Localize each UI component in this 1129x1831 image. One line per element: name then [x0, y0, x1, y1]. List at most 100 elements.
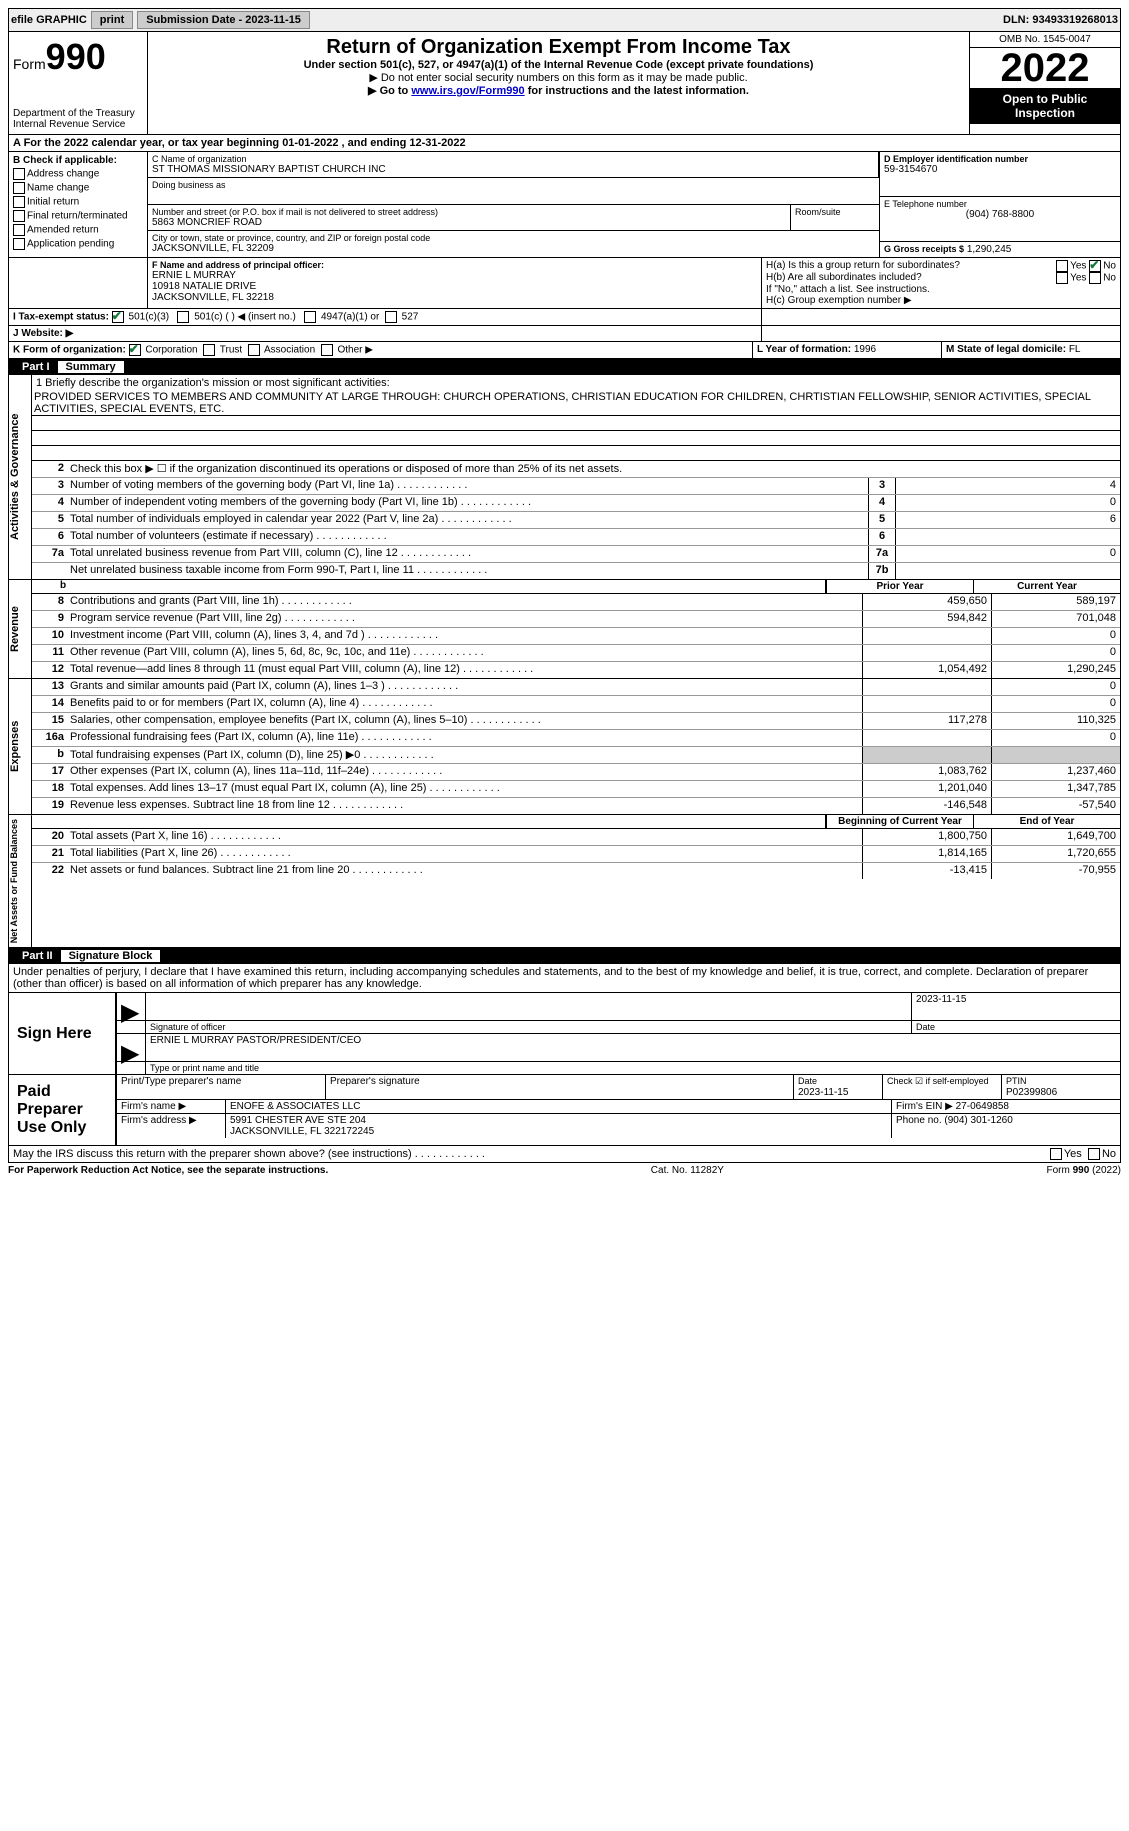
officer-block: F Name and address of principal officer:… — [8, 258, 1121, 309]
check-pending[interactable]: Application pending — [13, 237, 143, 251]
summary-row: 9Program service revenue (Part VIII, lin… — [32, 611, 1120, 628]
prep-name-label: Print/Type preparer's name — [117, 1075, 326, 1099]
print-button[interactable]: print — [91, 11, 133, 29]
privacy-note: ▶ Do not enter social security numbers o… — [152, 71, 965, 84]
phone-value: (904) 768-8800 — [884, 209, 1116, 220]
check-final-return[interactable]: Final return/terminated — [13, 209, 143, 223]
line-a: A For the 2022 calendar year, or tax yea… — [8, 135, 1121, 152]
page-footer: For Paperwork Reduction Act Notice, see … — [8, 1163, 1121, 1178]
submission-date-button[interactable]: Submission Date - 2023-11-15 — [137, 11, 310, 29]
firm-name: ENOFE & ASSOCIATES LLC — [226, 1100, 892, 1113]
discuss-yes[interactable] — [1050, 1148, 1062, 1160]
line-l-label: L Year of formation: — [757, 344, 851, 355]
prep-date: 2023-11-15 — [798, 1087, 848, 1098]
hc-label: H(c) Group exemption number ▶ — [766, 295, 1116, 306]
sign-here-label: Sign Here — [9, 993, 117, 1074]
firm-addr2: JACKSONVILLE, FL 322172245 — [230, 1126, 374, 1137]
year-formation: 1996 — [854, 344, 876, 355]
tax-status-row: I Tax-exempt status: 501(c)(3) 501(c) ( … — [8, 309, 1121, 326]
gross-receipts-label: G Gross receipts $ — [884, 244, 964, 254]
sig-officer-label: Signature of officer — [146, 1021, 912, 1033]
officer-label: F Name and address of principal officer: — [152, 260, 757, 270]
discuss-row: May the IRS discuss this return with the… — [8, 1146, 1121, 1163]
gross-receipts-value: 1,290,245 — [967, 244, 1012, 255]
check-501c[interactable] — [177, 311, 189, 323]
firm-phone: (904) 301-1260 — [944, 1115, 1012, 1126]
summary-row: 19Revenue less expenses. Subtract line 1… — [32, 798, 1120, 814]
revenue-section: Revenue b Prior Year Current Year 8Contr… — [8, 580, 1121, 679]
part-ii-header: Part II Signature Block — [8, 948, 1121, 964]
form-number: Form990 — [13, 36, 143, 78]
website-row: J Website: ▶ — [8, 326, 1121, 342]
check-527[interactable] — [385, 311, 397, 323]
dba-label: Doing business as — [152, 180, 875, 190]
sig-date: 2023-11-15 — [912, 993, 1120, 1020]
street-address: 5863 MONCRIEF ROAD — [152, 217, 786, 228]
dept-label: Department of the Treasury — [13, 108, 143, 119]
efile-label: efile GRAPHIC — [11, 14, 87, 26]
check-name-change[interactable]: Name change — [13, 181, 143, 195]
check-address-change[interactable]: Address change — [13, 167, 143, 181]
penalty-statement: Under penalties of perjury, I declare th… — [8, 964, 1121, 993]
form-subtitle: Under section 501(c), 527, or 4947(a)(1)… — [152, 59, 965, 71]
summary-row: 15Salaries, other compensation, employee… — [32, 713, 1120, 730]
hb-no[interactable] — [1089, 272, 1101, 284]
officer-printed-name: ERNIE L MURRAY PASTOR/PRESIDENT/CEO — [146, 1034, 1120, 1061]
check-501c3[interactable] — [112, 311, 124, 323]
col-begin: Beginning of Current Year — [826, 815, 973, 828]
firm-name-label: Firm's name ▶ — [117, 1100, 226, 1113]
netassets-sidelabel: Net Assets or Fund Balances — [9, 815, 32, 947]
ein-label: D Employer identification number — [884, 154, 1116, 164]
summary-row: 11Other revenue (Part VIII, column (A), … — [32, 645, 1120, 662]
check-4947[interactable] — [304, 311, 316, 323]
hb-label: H(b) Are all subordinates included? — [766, 272, 922, 284]
summary-row: 16aProfessional fundraising fees (Part I… — [32, 730, 1120, 747]
date-label: Date — [912, 1021, 1120, 1033]
entity-block: B Check if applicable: Address change Na… — [8, 152, 1121, 258]
check-assoc[interactable] — [248, 344, 260, 356]
firm-addr-label: Firm's address ▶ — [117, 1114, 226, 1138]
ha-no[interactable] — [1089, 260, 1101, 272]
summary-row: 13Grants and similar amounts paid (Part … — [32, 679, 1120, 696]
summary-row: 4Number of independent voting members of… — [32, 495, 1120, 512]
irs-link[interactable]: www.irs.gov/Form990 — [411, 85, 524, 97]
summary-row: 6Total number of volunteers (estimate if… — [32, 529, 1120, 546]
box-b-label: B Check if applicable: — [13, 154, 143, 167]
summary-row: 17Other expenses (Part IX, column (A), l… — [32, 764, 1120, 781]
state-domicile: FL — [1069, 344, 1081, 355]
check-other[interactable] — [321, 344, 333, 356]
check-amended[interactable]: Amended return — [13, 223, 143, 237]
summary-row: bTotal fundraising expenses (Part IX, co… — [32, 747, 1120, 764]
check-self-employed[interactable]: Check ☑ if self-employed — [883, 1075, 1002, 1099]
netassets-section: Net Assets or Fund Balances Beginning of… — [8, 815, 1121, 948]
footer-right: Form 990 (2022) — [1047, 1165, 1121, 1176]
officer-addr2: JACKSONVILLE, FL 32218 — [152, 292, 757, 303]
line-i-label: I Tax-exempt status: — [13, 312, 109, 323]
check-corp[interactable] — [129, 344, 141, 356]
discuss-no[interactable] — [1088, 1148, 1100, 1160]
hb-yes[interactable] — [1056, 272, 1068, 284]
summary-row: 14Benefits paid to or for members (Part … — [32, 696, 1120, 713]
line2-text: Check this box ▶ ☐ if the organization d… — [68, 461, 1120, 477]
phone-label: E Telephone number — [884, 199, 1116, 209]
governance-sidelabel: Activities & Governance — [9, 375, 32, 579]
activities-governance: Activities & Governance 1 Briefly descri… — [8, 375, 1121, 580]
line-k-label: K Form of organization: — [13, 345, 126, 356]
check-initial-return[interactable]: Initial return — [13, 195, 143, 209]
line-m-label: M State of legal domicile: — [946, 344, 1066, 355]
ha-yes[interactable] — [1056, 260, 1068, 272]
footer-mid: Cat. No. 11282Y — [651, 1165, 724, 1176]
hb-note: If "No," attach a list. See instructions… — [766, 284, 1116, 295]
city-label: City or town, state or province, country… — [152, 233, 875, 243]
sign-here-block: Sign Here ▶ 2023-11-15 Signature of offi… — [8, 993, 1121, 1075]
ptin-value: P02399806 — [1006, 1087, 1057, 1098]
summary-row: 12Total revenue—add lines 8 through 11 (… — [32, 662, 1120, 678]
tax-year: 2022 — [970, 48, 1120, 88]
ein-value: 59-3154670 — [884, 164, 1116, 175]
check-trust[interactable] — [203, 344, 215, 356]
expenses-sidelabel: Expenses — [9, 679, 32, 814]
form-org-row: K Form of organization: Corporation Trus… — [8, 342, 1121, 359]
sign-arrow-icon: ▶ — [117, 993, 146, 1020]
summary-row: 21Total liabilities (Part X, line 26)1,8… — [32, 846, 1120, 863]
summary-row: 7aTotal unrelated business revenue from … — [32, 546, 1120, 563]
